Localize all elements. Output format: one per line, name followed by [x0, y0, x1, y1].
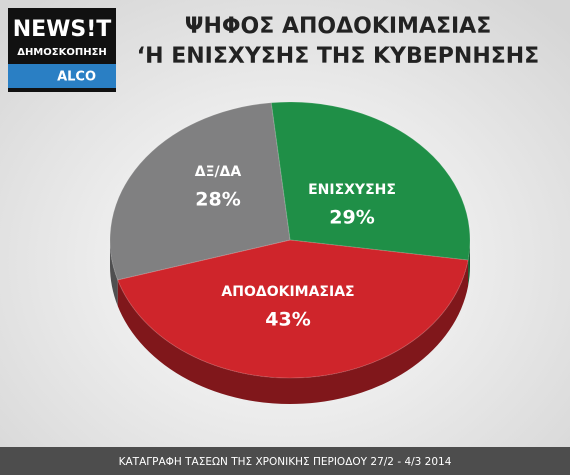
logo-subtitle: ΔΗΜΟΣΚΟΠΗΣΗ — [17, 47, 107, 58]
title-line: ΨΗΦΟΣ ΑΠΟΔΟΚΙΜΑΣΙΑΣ — [185, 14, 492, 39]
logo: NEWS!T — [13, 17, 112, 42]
slice-label: ΕΝΙΣΧΥΣΗΣ — [308, 182, 396, 198]
logo-tag-box — [8, 64, 116, 88]
pie — [109, 101, 471, 404]
slice-side — [468, 240, 470, 287]
slice — [109, 102, 291, 281]
value-label: 43% — [265, 309, 310, 331]
value-label: 28% — [195, 189, 240, 211]
slice-side — [110, 240, 118, 306]
value-label: 29% — [329, 207, 374, 229]
slice-side — [117, 260, 469, 404]
logo-tag: ALCO — [57, 70, 96, 85]
slice — [117, 239, 469, 379]
slice-label: ΑΠΟΔΟΚΙΜΑΣΙΑΣ — [221, 284, 354, 300]
slice-label: ΔΞ/ΔΑ — [195, 164, 242, 180]
slice — [270, 101, 471, 261]
footer: ΚΑΤΑΓΡΑΦΗ ΤΑΣΕΩΝ ΤΗΣ ΧΡΟΝΙΚΗΣ ΠΕΡΙΟΔΟΥ 2… — [119, 456, 452, 468]
title-line: ‘Η ΕΝΙΣΧΥΣΗΣ ΤΗΣ ΚΥΒΕΡΝΗΣΗΣ — [137, 44, 539, 69]
footer-bar — [0, 447, 570, 475]
